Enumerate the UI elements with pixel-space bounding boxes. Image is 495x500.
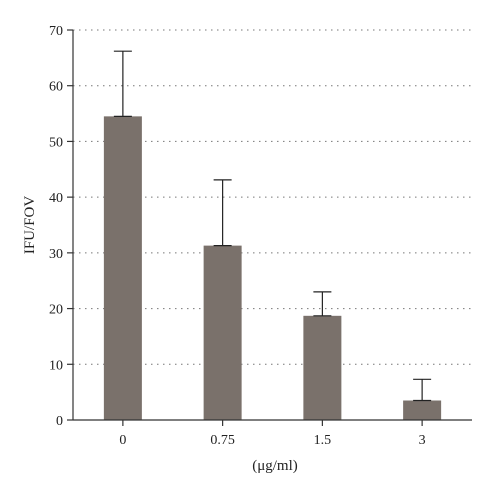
y-tick-label: 50: [49, 135, 63, 150]
bar: [403, 400, 442, 420]
bar: [103, 116, 142, 420]
y-tick-label: 60: [49, 80, 63, 95]
axes: [72, 30, 472, 421]
y-tick-label: 0: [56, 414, 63, 429]
y-tick-label: 40: [49, 191, 63, 206]
x-axis-label: (μg/ml): [252, 458, 298, 474]
y-axis-label: IFU/FOV: [22, 196, 38, 255]
y-tick-label: 70: [49, 24, 63, 39]
x-tick-label: 0.75: [210, 433, 235, 448]
x-tick-label: 0: [119, 433, 126, 448]
bar: [203, 245, 242, 420]
x-tick-label: 3: [419, 433, 426, 448]
y-tick-label: 30: [49, 247, 63, 262]
x-tick-label: 1.5: [314, 433, 332, 448]
bar: [303, 315, 342, 420]
y-tick-label: 10: [49, 358, 63, 373]
bars: [103, 50, 442, 420]
ticks: 0 10 20 30 40 50 60 70 0 0.75 1.5 3: [49, 24, 426, 448]
y-tick-label: 20: [49, 303, 63, 318]
